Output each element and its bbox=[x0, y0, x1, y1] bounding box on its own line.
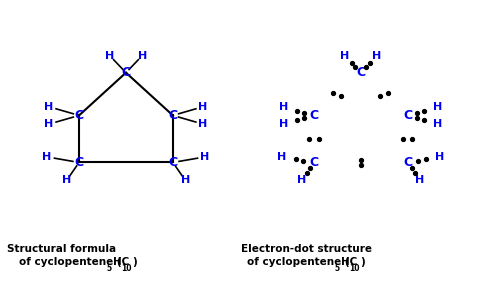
Text: C: C bbox=[75, 109, 83, 122]
Text: H: H bbox=[113, 257, 122, 267]
Text: H: H bbox=[433, 102, 442, 112]
Text: C: C bbox=[403, 156, 412, 169]
Text: C: C bbox=[403, 109, 412, 122]
Text: 10: 10 bbox=[349, 264, 360, 273]
Text: H: H bbox=[279, 119, 288, 129]
Text: H: H bbox=[62, 176, 71, 186]
Text: H: H bbox=[415, 176, 425, 186]
Text: C: C bbox=[168, 109, 177, 122]
Text: H: H bbox=[44, 102, 54, 112]
Text: H: H bbox=[372, 51, 381, 61]
Text: H: H bbox=[341, 257, 350, 267]
Text: C: C bbox=[122, 66, 130, 79]
Text: H: H bbox=[137, 51, 147, 61]
Text: 5: 5 bbox=[335, 264, 340, 273]
Text: H: H bbox=[340, 51, 349, 61]
Text: H: H bbox=[279, 102, 288, 112]
Text: H: H bbox=[198, 119, 207, 129]
Text: ): ) bbox=[361, 257, 366, 267]
Text: ): ) bbox=[132, 257, 137, 267]
Text: H: H bbox=[105, 51, 115, 61]
Text: Electron-dot structure: Electron-dot structure bbox=[241, 244, 372, 255]
Text: C: C bbox=[309, 156, 318, 169]
Text: of cyclopentene (C: of cyclopentene (C bbox=[19, 257, 129, 267]
Text: H: H bbox=[435, 152, 444, 162]
Text: H: H bbox=[433, 119, 442, 129]
Text: H: H bbox=[42, 152, 51, 162]
Text: H: H bbox=[181, 176, 190, 186]
Text: Structural formula: Structural formula bbox=[7, 244, 116, 255]
Text: 10: 10 bbox=[121, 264, 131, 273]
Text: H: H bbox=[277, 152, 286, 162]
Text: H: H bbox=[201, 152, 209, 162]
Text: C: C bbox=[356, 66, 365, 79]
Text: H: H bbox=[296, 176, 306, 186]
Text: of cyclopentene (C: of cyclopentene (C bbox=[247, 257, 357, 267]
Text: C: C bbox=[309, 109, 318, 122]
Text: 5: 5 bbox=[107, 264, 112, 273]
Text: C: C bbox=[75, 156, 83, 169]
Text: H: H bbox=[198, 102, 207, 112]
Text: C: C bbox=[168, 156, 177, 169]
Text: H: H bbox=[44, 119, 54, 129]
